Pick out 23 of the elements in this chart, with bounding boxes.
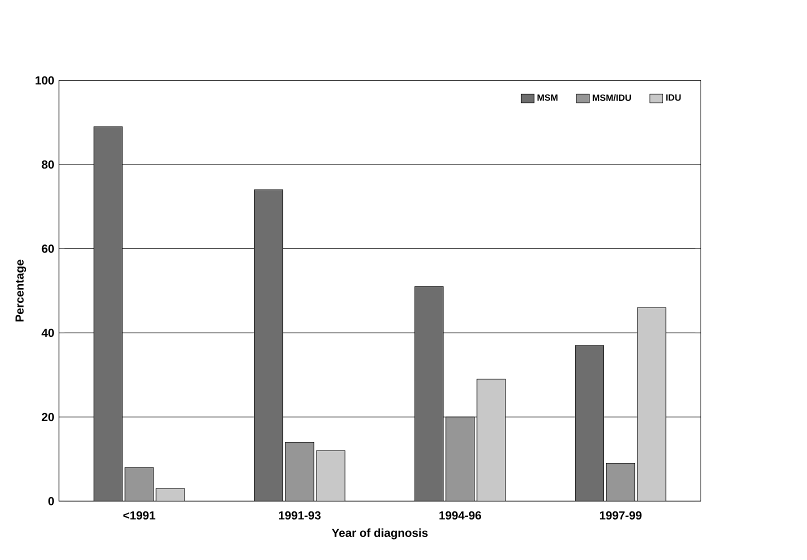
x-tick-label: <1991 [123, 511, 156, 520]
bar [606, 462, 636, 502]
y-tick-label: 60 [42, 244, 54, 253]
x-axis-title: Year of diagnosis [332, 528, 428, 540]
y-tick-label: 0 [48, 496, 54, 506]
bar [446, 416, 475, 502]
x-tick-label: 1997-99 [600, 511, 642, 520]
x-tick-label: 1991-93 [279, 511, 321, 520]
y-tick-label: 40 [42, 328, 54, 337]
bar [476, 378, 506, 502]
legend-label: MSM/IDU [592, 94, 631, 101]
bar [637, 307, 666, 502]
bar [316, 450, 346, 502]
y-tick-label: 20 [42, 412, 54, 422]
legend-label: IDU [666, 94, 681, 101]
legend-label: MSM [538, 94, 558, 101]
y-tick-label: 100 [36, 76, 54, 84]
bar [156, 488, 185, 502]
y-axis-title: Percentage [16, 260, 26, 322]
bar [285, 442, 314, 502]
x-tick-label: 1994-96 [439, 511, 482, 520]
y-tick-label: 80 [42, 160, 54, 169]
bar [124, 467, 154, 502]
